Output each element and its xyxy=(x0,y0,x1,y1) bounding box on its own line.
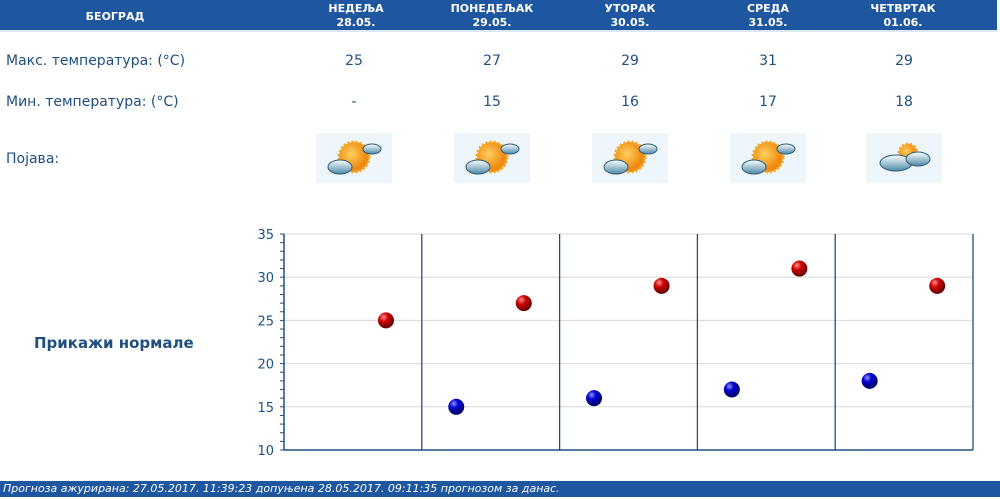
min-temp-value: 18 xyxy=(895,94,913,110)
min-temp-point xyxy=(586,390,603,407)
y-tick-label: 25 xyxy=(257,314,274,329)
y-tick-label: 30 xyxy=(257,271,274,286)
max-temp-value: 31 xyxy=(759,53,777,69)
max-temp-point xyxy=(791,260,808,277)
max-temp-value: 29 xyxy=(621,53,639,69)
partly-cloudy-sun-icon xyxy=(316,133,392,183)
day-name: ПОНЕДЕЉАК xyxy=(450,2,534,15)
max-temp-value: 25 xyxy=(345,53,363,69)
partly-cloudy-sun-icon xyxy=(592,133,668,183)
min-temp-label: Мин. температура: (°C) xyxy=(6,94,179,110)
y-tick-label: 10 xyxy=(257,444,274,459)
day-name: УТОРАК xyxy=(604,2,656,15)
show-normals-link[interactable]: Прикажи нормале xyxy=(34,334,194,352)
min-temp-value: - xyxy=(351,94,357,110)
day-header: НЕДЕЉА 28.05. xyxy=(296,2,416,30)
min-temp-point xyxy=(861,372,878,389)
day-date: 31.05. xyxy=(748,16,788,29)
min-temp-point xyxy=(448,398,465,415)
max-temp-value: 27 xyxy=(483,53,501,69)
max-temp-label: Макс. температура: (°C) xyxy=(6,53,186,69)
max-temp-point xyxy=(377,312,394,329)
min-temp-value: 16 xyxy=(621,94,639,110)
phenomenon-label: Појава: xyxy=(6,151,60,167)
partly-cloudy-sun-icon xyxy=(730,133,806,183)
day-date: 29.05. xyxy=(472,16,512,29)
temperature-chart: 10 15 20 25 30 35 xyxy=(257,228,974,459)
min-temp-value: 17 xyxy=(759,94,777,110)
day-header: ПОНЕДЕЉАК 29.05. xyxy=(432,2,552,30)
forecast-update-footer: Прогноза ажурирана: 27.05.2017. 11:39:23… xyxy=(0,481,1000,497)
cloudy-sun-icon xyxy=(866,133,942,183)
y-tick-label: 15 xyxy=(257,401,274,416)
partly-cloudy-sun-icon xyxy=(454,133,530,183)
min-temp-value: 15 xyxy=(483,94,501,110)
min-temp-point xyxy=(723,381,740,398)
day-name: СРЕДА xyxy=(747,2,789,15)
max-temp-value: 29 xyxy=(895,53,913,69)
day-name: НЕДЕЉА xyxy=(328,2,384,15)
max-temp-point xyxy=(929,277,946,294)
y-tick-label: 20 xyxy=(257,358,274,373)
city-name: БЕОГРАД xyxy=(85,10,145,23)
y-tick-label: 35 xyxy=(257,228,274,243)
day-name: ЧЕТВРТАК xyxy=(870,2,936,15)
day-date: 01.06. xyxy=(883,16,923,29)
day-header: УТОРАК 30.05. xyxy=(570,2,690,30)
day-header: СРЕДА 31.05. xyxy=(708,2,828,30)
day-header: ЧЕТВРТАК 01.06. xyxy=(843,2,963,30)
max-temp-point xyxy=(515,295,532,312)
max-temp-point xyxy=(653,277,670,294)
forecast-header: БЕОГРАД НЕДЕЉА 28.05. ПОНЕДЕЉАК 29.05. УТО… xyxy=(0,0,997,32)
day-date: 30.05. xyxy=(610,16,650,29)
day-date: 28.05. xyxy=(336,16,376,29)
